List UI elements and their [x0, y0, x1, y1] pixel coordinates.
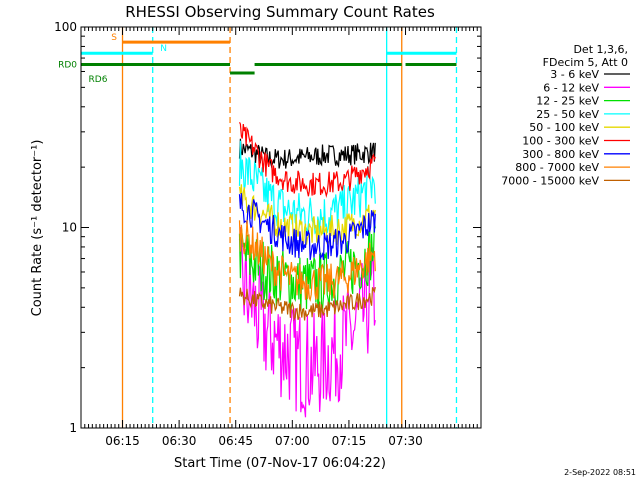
- legend-header-line-1: Det 1,3,6,: [573, 43, 628, 56]
- series-line-8: [238, 286, 376, 322]
- chart-title: RHESSI Observing Summary Count Rates: [125, 3, 435, 21]
- legend-label-4: 50 - 100 keV: [529, 121, 599, 134]
- x-tick-label-0: 06:15: [105, 434, 140, 448]
- legend-label-0: 3 - 6 keV: [550, 68, 599, 81]
- flag-label-n: N: [160, 44, 167, 54]
- series-line-2: [238, 222, 376, 312]
- date-stamp: 2-Sep-2022 08:51: [564, 468, 636, 477]
- x-tick-label-5: 07:30: [388, 434, 423, 448]
- legend-label-5: 100 - 300 keV: [522, 135, 599, 148]
- flag-label-rd0: RD0: [58, 61, 77, 71]
- legend-label-6: 300 - 800 keV: [522, 148, 599, 161]
- x-axis-label: Start Time (07-Nov-17 06:04:22): [174, 456, 386, 471]
- series-line-5: [238, 122, 376, 198]
- legend-label-2: 12 - 25 keV: [536, 95, 599, 108]
- y-tick-label-2: 100: [54, 20, 77, 34]
- count-rate-series: [238, 122, 376, 418]
- flag-label-rd6: RD6: [89, 75, 108, 85]
- series-line-4: [238, 184, 376, 247]
- flag-bars: S N RD0 RD6: [58, 33, 457, 85]
- flag-vertical-lines: [121, 27, 458, 428]
- y-axis-ticks: 1 10 100: [54, 20, 481, 435]
- legend-label-3: 25 - 50 keV: [536, 108, 599, 121]
- legend-label-7: 800 - 7000 keV: [515, 161, 599, 174]
- legend-label-8: 7000 - 15000 keV: [501, 174, 599, 187]
- y-axis-label: Count Rate (s⁻¹ detector⁻¹): [30, 140, 45, 317]
- series-line-6: [238, 193, 376, 261]
- y-tick-label-0: 1: [69, 421, 77, 435]
- legend-label-1: 6 - 12 keV: [543, 81, 599, 94]
- series-line-0: [238, 138, 376, 169]
- x-axis-ticks: 06:15 06:30 06:45 07:00 07:15 07:30: [80, 27, 482, 448]
- x-tick-label-4: 07:15: [332, 434, 367, 448]
- y-tick-label-1: 10: [62, 221, 77, 235]
- x-tick-label-3: 07:00: [275, 434, 310, 448]
- x-tick-label-1: 06:30: [162, 434, 197, 448]
- series-line-7: [238, 220, 376, 302]
- x-tick-label-2: 06:45: [218, 434, 253, 448]
- flag-label-s: S: [111, 33, 117, 43]
- legend-header-line-2: FDecim 5, Att 0: [543, 56, 628, 69]
